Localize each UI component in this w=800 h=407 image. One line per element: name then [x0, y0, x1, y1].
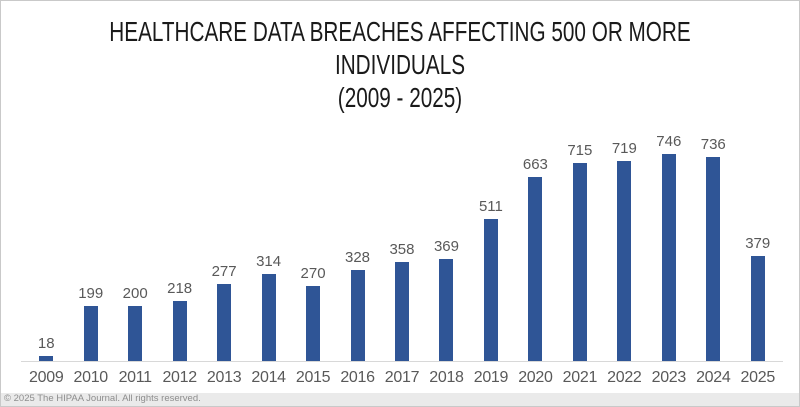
x-axis-label-2023: 2023 — [651, 369, 687, 386]
bar-2025 — [750, 256, 765, 361]
bar-value-label-2012: 218 — [167, 280, 193, 297]
bar-column-2022: 719 — [602, 121, 646, 361]
x-axis-label-2016: 2016 — [340, 369, 375, 386]
x-axis-label-2014: 2014 — [251, 369, 286, 386]
bar-2013 — [217, 284, 232, 361]
bar-value-label-2019: 511 — [478, 198, 503, 215]
bar-2011 — [128, 306, 143, 361]
bar-2021 — [572, 163, 587, 361]
bar-2019 — [483, 219, 498, 361]
bar-column-2024: 736 — [691, 121, 735, 361]
bar-2016 — [350, 270, 365, 361]
copyright-text: © 2025 The HIPAA Journal. All rights res… — [4, 393, 201, 404]
bar-column-2023: 746 — [647, 121, 691, 361]
bar-2010 — [83, 306, 98, 361]
bar-value-label-2021: 715 — [567, 142, 593, 159]
bar-column-2009: 18 — [24, 121, 68, 361]
bar-2022 — [617, 161, 632, 361]
chart-title-line1: HEALTHCARE DATA BREACHES AFFECTING 500 O… — [109, 16, 691, 47]
bar-value-label-2024: 736 — [700, 136, 726, 153]
x-axis-label-2020: 2020 — [518, 369, 553, 386]
x-axis-label-2025: 2025 — [740, 369, 776, 386]
chart-title: HEALTHCARE DATA BREACHES AFFECTING 500 O… — [105, 15, 696, 114]
bar-value-label-2010: 199 — [78, 285, 104, 302]
bar-column-2013: 277 — [202, 121, 246, 361]
bar-column-2016: 328 — [335, 121, 379, 361]
chart-title-line3: (2009 - 2025) — [337, 82, 463, 113]
bar-2020 — [528, 177, 543, 361]
x-axis-label-2018: 2018 — [429, 369, 464, 386]
bar-2009 — [39, 356, 54, 361]
bar-value-label-2025: 379 — [745, 235, 771, 252]
bar-column-2014: 314 — [246, 121, 290, 361]
x-axis-label-2019: 2019 — [473, 369, 509, 386]
bar-column-2018: 369 — [424, 121, 468, 361]
x-axis-label-2022: 2022 — [607, 369, 642, 386]
bar-column-2019: 511 — [469, 121, 513, 361]
bar-value-label-2013: 277 — [211, 263, 237, 280]
x-axis-label-2012: 2012 — [162, 369, 197, 386]
bar-value-label-2017: 358 — [389, 241, 415, 258]
bar-column-2021: 715 — [558, 121, 602, 361]
bar-column-2017: 358 — [380, 121, 424, 361]
x-axis-label-2010: 2010 — [73, 369, 109, 386]
bar-2015 — [306, 286, 321, 361]
bar-column-2010: 199 — [68, 121, 112, 361]
x-axis-label-2013: 2013 — [206, 369, 242, 386]
bar-2018 — [439, 259, 454, 361]
bar-value-label-2009: 18 — [37, 335, 55, 352]
x-axis-labels: 2009 2010 2011 2012 2013 2014 2015 2016 2017 2018… — [24, 369, 780, 387]
bar-value-label-2023: 746 — [656, 133, 682, 150]
bar-value-label-2018: 369 — [433, 238, 459, 255]
bar-value-label-2014: 314 — [256, 253, 282, 270]
x-axis-line — [21, 361, 783, 362]
x-axis-label-2024: 2024 — [696, 369, 731, 386]
bar-column-2020: 663 — [513, 121, 557, 361]
bar-value-label-2016: 328 — [345, 249, 371, 266]
bar-2017 — [394, 262, 409, 361]
bar-value-label-2011: 200 — [122, 285, 148, 302]
bar-value-label-2022: 719 — [611, 140, 637, 157]
bar-value-label-2020: 663 — [522, 156, 548, 173]
x-axis-label-2015: 2015 — [295, 369, 331, 386]
bar-2014 — [261, 274, 276, 361]
bar-2012 — [172, 301, 187, 361]
bar-chart-plot-area: 18 199 200 218 277 314 270 328 358 369 511 663 715 71… — [24, 121, 780, 361]
chart-title-line2: INDIVIDUALS — [334, 49, 466, 80]
bar-column-2012: 218 — [157, 121, 201, 361]
bar-column-2015: 270 — [291, 121, 335, 361]
x-axis-label-2017: 2017 — [384, 369, 420, 386]
bar-column-2025: 379 — [736, 121, 780, 361]
bar-2024 — [706, 157, 721, 361]
bar-column-2011: 200 — [113, 121, 157, 361]
bar-2023 — [661, 154, 676, 361]
x-axis-label-2011: 2011 — [118, 369, 153, 386]
x-axis-label-2009: 2009 — [29, 369, 64, 386]
bar-value-label-2015: 270 — [300, 265, 326, 282]
footer-strip — [1, 393, 799, 406]
x-axis-label-2021: 2021 — [562, 369, 598, 386]
